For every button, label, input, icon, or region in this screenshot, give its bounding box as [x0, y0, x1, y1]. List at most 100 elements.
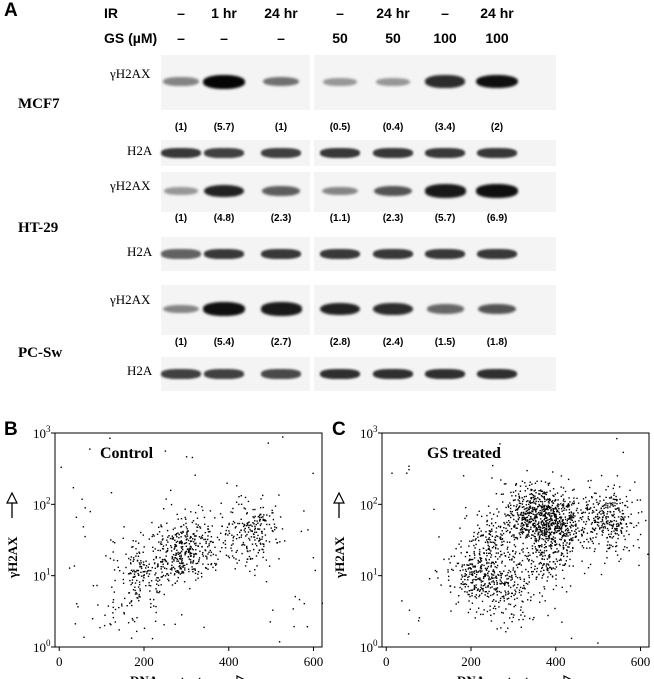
data-point	[487, 505, 490, 507]
data-point	[602, 527, 604, 529]
data-point	[553, 532, 555, 534]
data-point	[498, 601, 500, 604]
data-point	[174, 568, 176, 570]
data-point	[484, 541, 487, 543]
data-point	[162, 548, 165, 550]
data-point	[130, 600, 133, 602]
data-point	[475, 611, 478, 613]
data-point	[201, 534, 204, 536]
data-point	[103, 624, 106, 627]
data-point	[547, 535, 549, 537]
data-point	[153, 605, 155, 607]
data-point	[516, 504, 518, 506]
data-point	[543, 506, 545, 509]
data-point	[542, 563, 545, 565]
data-point	[195, 542, 197, 544]
gamma-h2ax-band	[163, 304, 199, 314]
data-point	[615, 523, 618, 525]
data-point	[495, 552, 498, 554]
data-point	[549, 490, 551, 492]
data-point	[554, 519, 556, 522]
data-point	[471, 592, 473, 594]
data-point	[175, 570, 177, 573]
data-point	[538, 551, 540, 553]
data-point	[633, 526, 635, 528]
h2a-band	[320, 369, 360, 379]
data-point	[545, 516, 547, 518]
data-point	[486, 561, 488, 564]
data-point	[244, 508, 247, 510]
data-point	[486, 569, 488, 571]
data-point	[476, 514, 479, 516]
data-point	[276, 542, 278, 544]
data-point	[534, 518, 536, 520]
data-point	[528, 560, 530, 562]
data-point	[637, 538, 639, 541]
data-point	[583, 541, 585, 543]
h2a-band	[320, 249, 360, 259]
data-point	[161, 576, 163, 578]
data-point	[479, 554, 481, 556]
data-point	[478, 570, 480, 573]
data-point	[548, 524, 550, 526]
data-point	[174, 547, 176, 549]
data-point	[543, 573, 545, 575]
data-point	[493, 572, 496, 574]
data-point	[533, 507, 536, 509]
data-point	[544, 528, 546, 531]
data-point	[614, 533, 617, 535]
data-point	[520, 606, 522, 608]
data-point	[556, 530, 558, 532]
data-point	[610, 533, 612, 535]
data-point	[613, 511, 615, 513]
data-point	[586, 504, 588, 506]
data-point	[492, 607, 495, 609]
data-point	[478, 527, 481, 530]
data-point	[540, 518, 542, 520]
data-point	[499, 582, 501, 585]
data-point	[596, 524, 599, 526]
data-point	[620, 529, 622, 532]
data-point	[466, 564, 468, 566]
data-point	[545, 525, 548, 527]
data-point	[547, 512, 549, 514]
data-point	[465, 574, 468, 576]
data-point	[623, 518, 625, 520]
data-point	[454, 586, 456, 588]
data-point	[449, 591, 452, 593]
data-point	[492, 580, 494, 582]
data-point	[467, 611, 470, 614]
data-point	[544, 517, 546, 520]
data-point	[499, 599, 502, 602]
data-point	[531, 483, 533, 485]
data-point	[201, 553, 204, 556]
data-point	[546, 508, 549, 510]
data-point	[161, 558, 164, 561]
data-point	[246, 533, 248, 536]
data-point	[528, 535, 530, 537]
data-point	[602, 529, 604, 531]
gamma-h2ax-band	[260, 302, 302, 316]
data-point	[542, 515, 544, 517]
data-point	[534, 489, 536, 491]
data-point	[602, 531, 604, 534]
data-point	[544, 493, 546, 495]
data-point	[469, 571, 471, 573]
data-point	[157, 549, 159, 552]
data-point	[604, 525, 606, 528]
data-point	[611, 514, 613, 516]
data-point	[497, 552, 499, 554]
data-point	[545, 517, 547, 519]
data-point	[474, 576, 477, 578]
data-point	[513, 614, 515, 616]
data-point	[204, 523, 206, 525]
data-point	[495, 535, 498, 537]
data-point	[263, 543, 265, 545]
data-point	[205, 567, 208, 569]
data-point	[192, 562, 194, 564]
data-point	[462, 475, 465, 477]
data-point	[616, 507, 619, 509]
data-point	[599, 527, 601, 529]
data-point	[494, 608, 497, 610]
data-point	[533, 490, 535, 492]
